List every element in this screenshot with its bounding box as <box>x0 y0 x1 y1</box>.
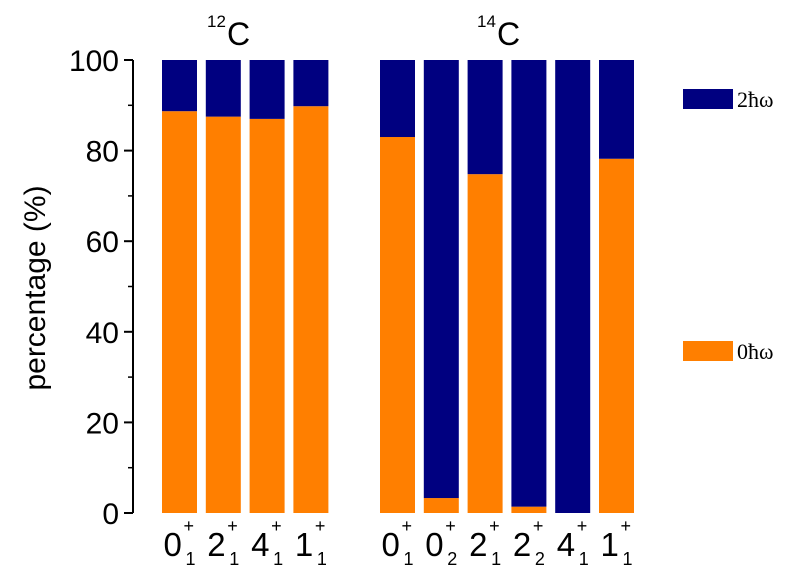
category-label-sub: 1 <box>491 549 501 569</box>
legend: 2ħω 0ħω <box>683 87 773 364</box>
panel-titles: 12 C 14 C <box>207 12 520 52</box>
category-label: 2 +2 <box>513 516 545 569</box>
category-label: 4 +1 <box>557 516 589 569</box>
category-label-sup: + <box>445 516 456 536</box>
category-label-main: 1 <box>295 526 313 563</box>
category-label-sup: + <box>402 516 413 536</box>
category-label-main: 1 <box>601 526 619 563</box>
category-label: 2 +1 <box>469 516 501 569</box>
legend-label: 2ħω <box>737 87 773 112</box>
category-label-sub: 1 <box>404 549 414 569</box>
y-tick-label: 60 <box>86 226 119 259</box>
category-label-sub: 2 <box>535 549 545 569</box>
panel-title-main: C <box>227 16 250 52</box>
y-tick-label: 0 <box>102 498 119 531</box>
category-label: 2 +1 <box>207 516 239 569</box>
bar-segment-2hw <box>423 60 459 499</box>
bar-segment-2hw <box>380 60 415 138</box>
category-label-sup: + <box>184 516 195 536</box>
category-label-sub: 1 <box>623 549 633 569</box>
category-label-sub: 1 <box>579 549 589 569</box>
category-label-sup: + <box>227 516 238 536</box>
category-label: 1 +1 <box>601 516 633 569</box>
bar-segment-2hw <box>555 60 591 513</box>
panel-title-sup: 14 <box>477 12 496 31</box>
panel-title: 12 C <box>207 12 250 52</box>
category-label-main: 0 <box>164 526 182 563</box>
category-labels: 0 +1 2 +1 4 +1 1 +1 0 +1 0 +2 2 +1 2 +2 4 +1 1 +1 <box>164 516 633 569</box>
category-label: 4 +1 <box>251 516 283 569</box>
category-label-sub: 2 <box>447 549 457 569</box>
category-label-main: 4 <box>557 526 575 563</box>
bars <box>162 60 634 514</box>
bar-segment-0hw <box>511 506 547 513</box>
bar-segment-0hw <box>599 158 634 513</box>
category-label-sub: 1 <box>229 549 239 569</box>
bar-segment-2hw <box>162 60 197 112</box>
category-label-sub: 1 <box>186 549 196 569</box>
y-axis-label: percentage (%) <box>19 185 52 390</box>
category-label-sup: + <box>533 516 544 536</box>
category-label-sub: 1 <box>273 549 283 569</box>
category-label: 1 +1 <box>295 516 327 569</box>
bar-segment-2hw <box>467 60 503 175</box>
bar-segment-0hw <box>205 116 241 513</box>
bar-segment-2hw <box>205 60 241 117</box>
bar-segment-2hw <box>249 60 285 119</box>
category-label-main: 4 <box>251 526 269 563</box>
category-label-main: 2 <box>207 526 225 563</box>
legend-label: 0ħω <box>737 339 773 364</box>
category-label-sup: + <box>621 516 632 536</box>
bar-segment-2hw <box>293 60 329 107</box>
legend-item: 2ħω <box>683 87 773 112</box>
y-tick-label: 80 <box>86 136 119 169</box>
bar-segment-0hw <box>423 498 459 513</box>
category-label-sub: 1 <box>317 549 327 569</box>
legend-item: 0ħω <box>683 339 773 364</box>
bar-segment-0hw <box>249 118 285 513</box>
category-label: 0 +1 <box>164 516 196 569</box>
category-label-sup: + <box>271 516 282 536</box>
y-tick-label: 20 <box>86 407 119 440</box>
category-label-sup: + <box>489 516 500 536</box>
y-axis: 0 20 40 60 80 100 <box>69 45 134 531</box>
category-label-main: 0 <box>382 526 400 563</box>
category-label: 0 +1 <box>382 516 414 569</box>
legend-swatch <box>683 341 733 361</box>
category-label-main: 0 <box>425 526 443 563</box>
bar-segment-2hw <box>511 60 547 507</box>
bar-segment-0hw <box>293 106 329 514</box>
category-label-main: 2 <box>513 526 531 563</box>
category-label-main: 2 <box>469 526 487 563</box>
panel-title: 14 C <box>477 12 520 52</box>
y-tick-label: 40 <box>86 317 119 350</box>
panel-title-sup: 12 <box>207 12 226 31</box>
y-tick-label: 100 <box>69 45 119 78</box>
category-label-sup: + <box>577 516 588 536</box>
bar-segment-0hw <box>467 174 503 513</box>
category-label: 0 +2 <box>425 516 457 569</box>
bar-segment-2hw <box>599 60 634 159</box>
bar-segment-0hw <box>162 111 197 514</box>
panel-title-main: C <box>497 16 520 52</box>
bar-segment-0hw <box>380 137 415 513</box>
legend-swatch <box>683 89 733 109</box>
category-label-sup: + <box>315 516 326 536</box>
